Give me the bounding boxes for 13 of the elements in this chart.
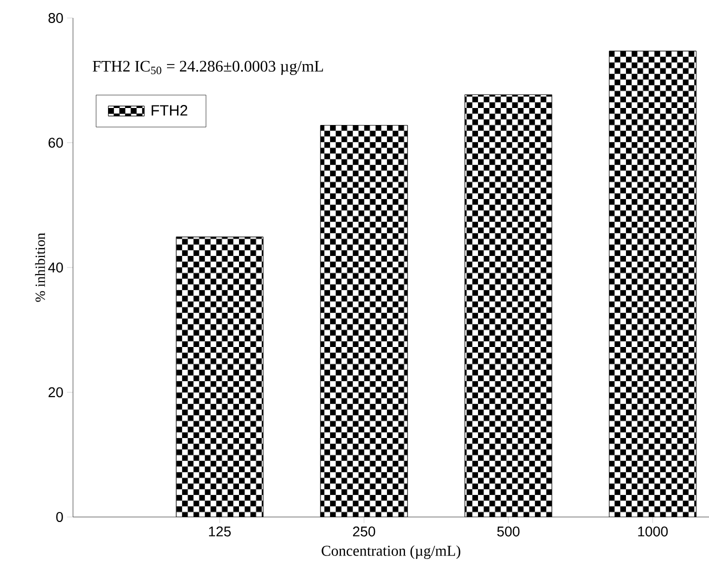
annotation: FTH2 IC$_{50}$ = 24.286±0.0003 µg/mL xyxy=(92,60,323,75)
x-tick-label: 500 xyxy=(497,526,520,536)
x-tick-label: 125 xyxy=(209,526,231,536)
y-tick-label: 20 xyxy=(48,387,63,398)
y-tick-label: 60 xyxy=(48,138,63,148)
y-tick-label: 80 xyxy=(48,13,63,23)
legend-label: FTH2 xyxy=(152,105,188,116)
x-tick-label: 1000 xyxy=(638,526,668,536)
y-tick-label: 0 xyxy=(56,512,63,522)
x-tick-label: 250 xyxy=(353,526,376,536)
x-axis-title: Concentration (µg/mL) xyxy=(322,545,460,559)
y-tick-label: 40 xyxy=(48,262,63,272)
y-axis-title: % inhibition xyxy=(35,232,46,302)
